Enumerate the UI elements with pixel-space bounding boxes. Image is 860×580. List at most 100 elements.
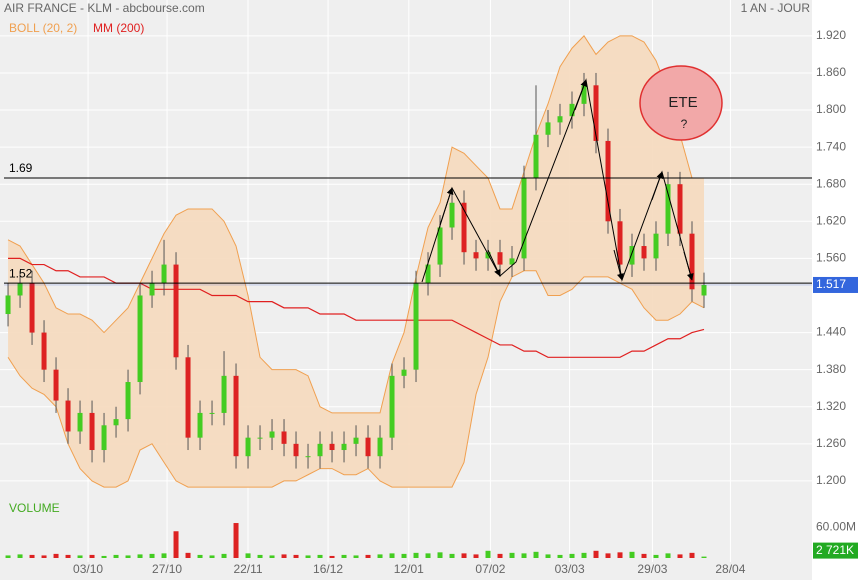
candle-body xyxy=(389,375,395,438)
arrow xyxy=(439,187,454,226)
x-tick-label: 12/01 xyxy=(394,562,424,576)
volume-bar xyxy=(557,554,563,558)
candle-body xyxy=(125,382,131,420)
volume-bar xyxy=(701,556,707,558)
volume-bar xyxy=(605,553,611,558)
volume-bar xyxy=(5,555,11,558)
band-fill xyxy=(8,35,705,488)
candle-body xyxy=(437,227,443,265)
arrow xyxy=(683,251,694,281)
candle-body xyxy=(281,431,287,444)
candle-body xyxy=(365,437,371,457)
volume-bar xyxy=(473,554,479,558)
annotation-circle xyxy=(639,65,723,141)
annotation: ? xyxy=(681,117,688,131)
arrow xyxy=(651,171,664,201)
candle-body xyxy=(569,103,575,117)
y-tick-label: 1.380 xyxy=(816,362,846,376)
volume-bar xyxy=(245,553,251,558)
candle-body xyxy=(77,412,83,432)
candle-body xyxy=(269,431,275,438)
chart-subtitle: 1 AN - JOUR xyxy=(741,1,811,15)
candle-body xyxy=(377,437,383,457)
candle-body xyxy=(629,246,635,265)
volume-value-label: 2 721K xyxy=(816,543,854,557)
y-tick-label: 1.740 xyxy=(816,139,846,153)
candle-body xyxy=(701,284,707,296)
volume-bar xyxy=(317,554,323,558)
candle-body xyxy=(233,375,239,457)
volume-bar xyxy=(305,555,311,558)
candle-body xyxy=(317,443,323,457)
volume-bar xyxy=(377,554,383,558)
volume-bar xyxy=(413,552,419,558)
volume-bar xyxy=(653,554,659,558)
candle-body xyxy=(461,202,467,253)
arrow xyxy=(613,249,624,281)
volume-bar xyxy=(161,553,167,558)
volume-bar xyxy=(233,523,239,558)
candle-body xyxy=(485,252,491,259)
y-tick-label: 1.440 xyxy=(816,325,846,339)
x-tick-label: 03/10 xyxy=(73,562,103,576)
volume-bar xyxy=(629,551,635,558)
candle-body xyxy=(29,283,35,333)
candle-body xyxy=(113,419,119,426)
candle-body xyxy=(41,332,47,370)
volume-bar xyxy=(185,552,191,558)
y-tick-label: 1.320 xyxy=(816,399,846,413)
volume-bar xyxy=(329,555,335,558)
volume-bar xyxy=(257,554,263,558)
candle-body xyxy=(641,246,647,259)
candle-body xyxy=(305,456,311,458)
candle-body xyxy=(173,264,179,358)
candle-body xyxy=(593,85,599,141)
annotation: ETE xyxy=(668,94,697,111)
chart-title: AIR FRANCE - KLM - abcbourse.com xyxy=(4,1,205,15)
last-price-label: 1.517 xyxy=(816,277,846,291)
volume-bar xyxy=(401,553,407,558)
volume-bar xyxy=(461,553,467,558)
candle-body xyxy=(653,233,659,259)
volume-bar xyxy=(689,552,695,558)
candle-body xyxy=(533,134,539,179)
volume-bar xyxy=(125,555,131,558)
volume-bar xyxy=(17,554,23,558)
candle-body xyxy=(221,375,227,413)
candle-body xyxy=(497,252,503,265)
candle-body xyxy=(545,122,551,135)
volume-bar xyxy=(149,553,155,558)
level-label: 1.52 xyxy=(9,266,33,280)
x-tick-label: 29/03 xyxy=(637,562,667,576)
candle-body xyxy=(581,85,587,104)
legend-boll: BOLL (20, 2) xyxy=(9,21,77,35)
volume-value-box xyxy=(813,542,858,559)
volume-bar xyxy=(53,553,59,558)
volume-bar xyxy=(101,555,107,558)
volume-bar xyxy=(569,553,575,558)
candle-body xyxy=(605,140,611,222)
candle-body xyxy=(5,295,11,315)
volume-bar xyxy=(581,552,587,558)
volume-bar xyxy=(545,554,551,558)
y-tick-label: 1.860 xyxy=(816,65,846,79)
candle-body xyxy=(293,443,299,457)
band-upper xyxy=(7,35,705,414)
volume-tick-label: 60.00M xyxy=(816,519,856,533)
candle-body xyxy=(209,412,215,414)
volume-bar xyxy=(353,555,359,558)
candle-body xyxy=(185,357,191,438)
volume-bar xyxy=(221,553,227,558)
candle-body xyxy=(149,283,155,296)
volume-bar xyxy=(173,531,179,558)
volume-bar xyxy=(497,553,503,558)
candle-body xyxy=(17,283,23,296)
y-tick-label: 1.800 xyxy=(816,102,846,116)
volume-bar xyxy=(485,550,491,558)
candle-body xyxy=(353,437,359,444)
y-tick-label: 1.560 xyxy=(816,251,846,265)
candle-body xyxy=(329,443,335,451)
candle-body xyxy=(401,369,407,376)
volume-bar xyxy=(389,553,395,558)
